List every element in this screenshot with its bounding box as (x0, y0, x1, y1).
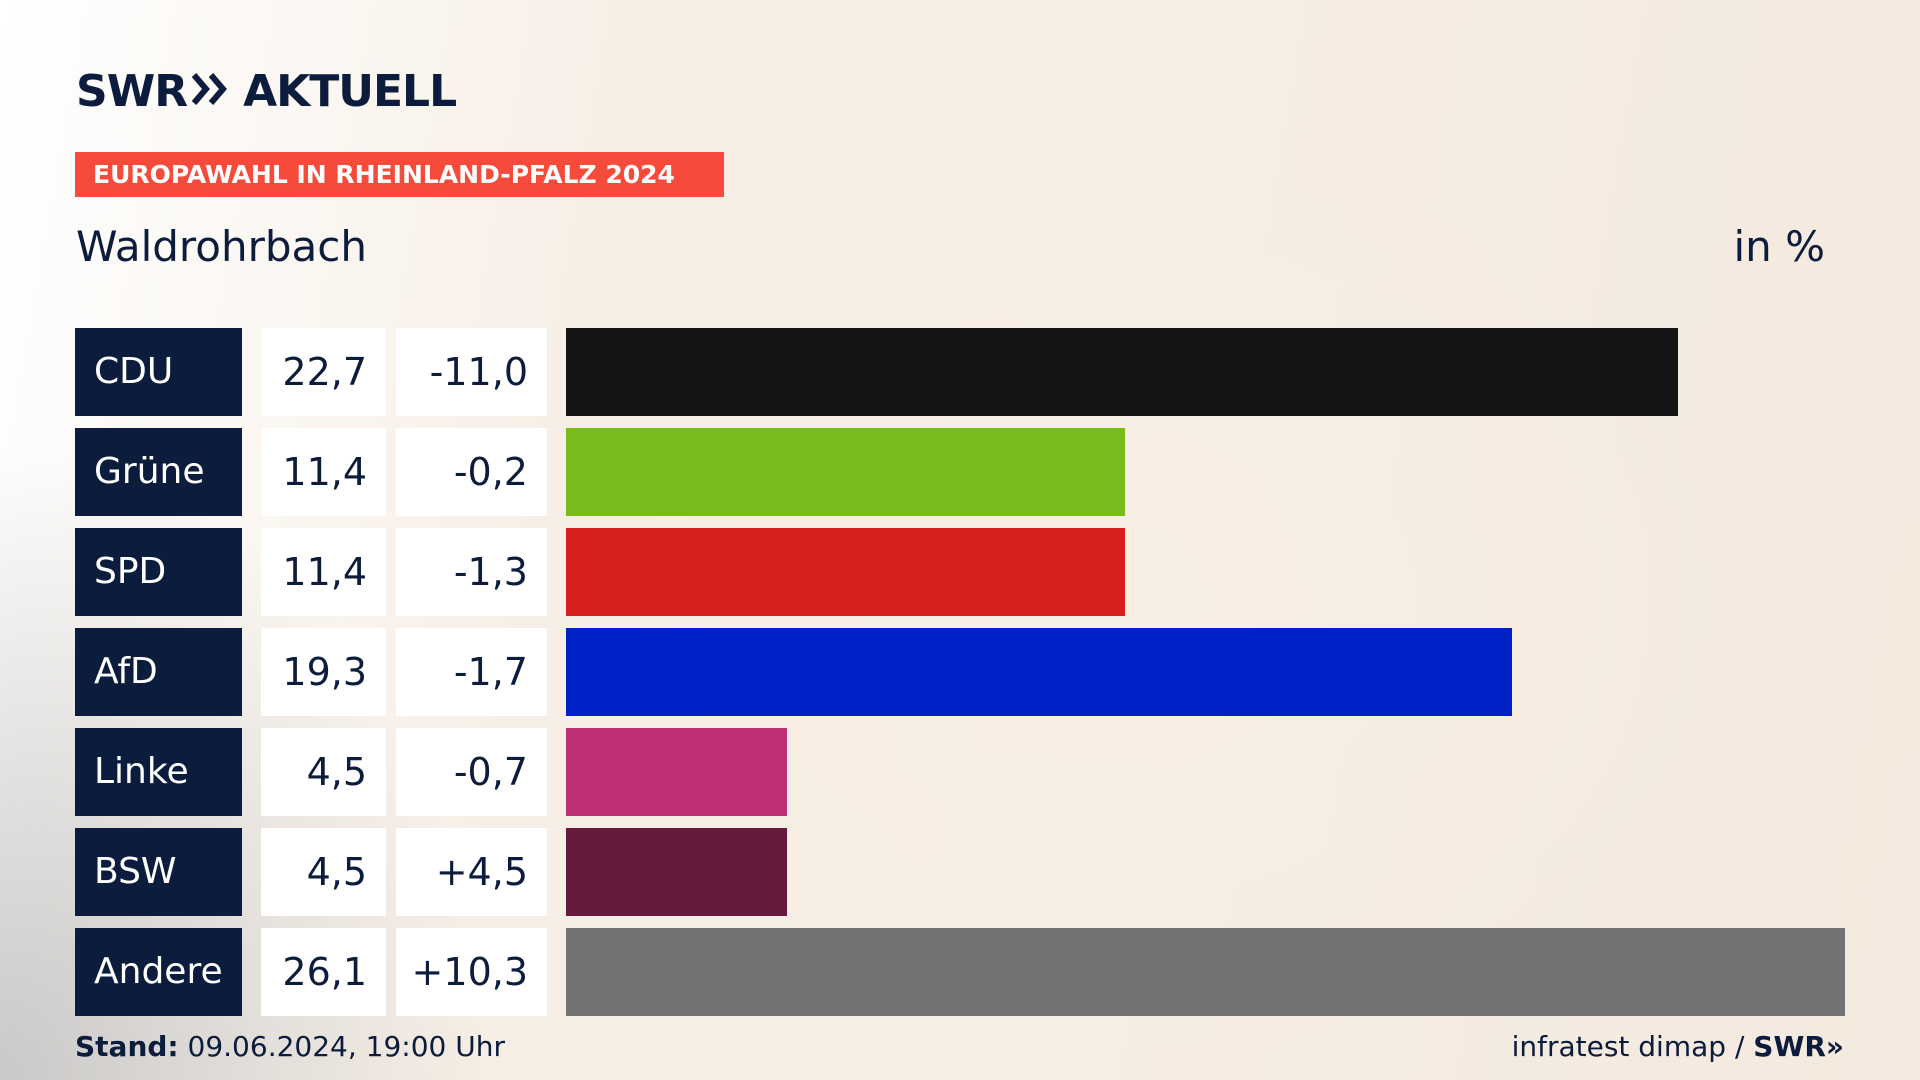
vote-share-value: 11,4 (261, 528, 386, 616)
vote-change-value: -1,7 (396, 628, 547, 716)
result-row: Grüne 11,4 -0,2 (75, 428, 1845, 516)
party-label: CDU (75, 328, 242, 416)
unit-label: in % (1733, 222, 1825, 271)
logo-swr-text: SWR (76, 65, 188, 117)
vote-change-value: -11,0 (396, 328, 547, 416)
region-title: Waldrohrbach (76, 222, 367, 271)
swr-aktuell-logo: SWR AKTUELL (76, 65, 457, 117)
result-row: Andere 26,1 +10,3 (75, 928, 1845, 1016)
result-row: CDU 22,7 -11,0 (75, 328, 1845, 416)
party-label: BSW (75, 828, 242, 916)
vote-change-value: +4,5 (396, 828, 547, 916)
result-bar (566, 628, 1512, 716)
logo-aktuell-text: AKTUELL (243, 65, 457, 117)
result-row: Linke 4,5 -0,7 (75, 728, 1845, 816)
party-label: Linke (75, 728, 242, 816)
vote-share-value: 4,5 (261, 828, 386, 916)
result-bar (566, 928, 1845, 1016)
timestamp: Stand: 09.06.2024, 19:00 Uhr (75, 1030, 505, 1063)
double-chevron-icon (191, 66, 229, 117)
stand-label: Stand: (75, 1030, 179, 1063)
vote-share-value: 26,1 (261, 928, 386, 1016)
party-label: SPD (75, 528, 242, 616)
swr-small-logo: SWR» (1753, 1030, 1844, 1063)
vote-change-value: -1,3 (396, 528, 547, 616)
vote-share-value: 11,4 (261, 428, 386, 516)
vote-change-value: -0,7 (396, 728, 547, 816)
result-row: AfD 19,3 -1,7 (75, 628, 1845, 716)
result-row: SPD 11,4 -1,3 (75, 528, 1845, 616)
party-label: Andere (75, 928, 242, 1016)
result-bar (566, 828, 787, 916)
vote-change-value: -0,2 (396, 428, 547, 516)
vote-share-value: 19,3 (261, 628, 386, 716)
result-row: BSW 4,5 +4,5 (75, 828, 1845, 916)
result-bar (566, 528, 1125, 616)
vote-share-value: 22,7 (261, 328, 386, 416)
election-badge: EUROPAWAHL IN RHEINLAND-PFALZ 2024 (75, 152, 724, 197)
party-label: Grüne (75, 428, 242, 516)
result-bar (566, 328, 1678, 416)
stand-value: 09.06.2024, 19:00 Uhr (187, 1030, 505, 1063)
source-text: infratest dimap / (1511, 1030, 1745, 1063)
result-bar (566, 428, 1125, 516)
source-credit: infratest dimap / SWR» (1512, 1030, 1844, 1063)
vote-share-value: 4,5 (261, 728, 386, 816)
result-bar (566, 728, 787, 816)
vote-change-value: +10,3 (396, 928, 547, 1016)
party-label: AfD (75, 628, 242, 716)
